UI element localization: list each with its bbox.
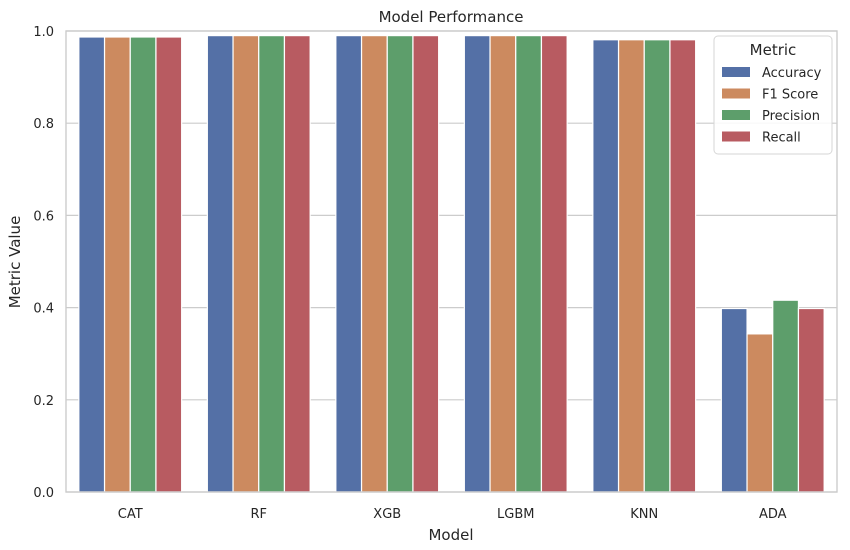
bar-accuracy-knn bbox=[592, 39, 620, 493]
bar-f1-score-lgbm bbox=[489, 35, 517, 493]
legend-swatch-precision bbox=[722, 110, 750, 120]
y-tick-label: 0.8 bbox=[33, 117, 54, 132]
bar-precision-lgbm bbox=[515, 35, 543, 493]
bar-recall-rf bbox=[283, 35, 311, 493]
bar-accuracy-xgb bbox=[335, 35, 363, 493]
plot-frame bbox=[65, 30, 838, 493]
legend-label: Accuracy bbox=[762, 66, 822, 81]
y-tick-label: 1.0 bbox=[33, 25, 54, 40]
legend-title: Metric bbox=[750, 41, 797, 59]
legend-label: Recall bbox=[762, 131, 801, 146]
y-axis-ticks: 0.0 0.2 0.4 0.6 0.8 1.0 bbox=[33, 25, 54, 501]
bars bbox=[78, 35, 825, 493]
y-tick-label: 0.4 bbox=[33, 302, 54, 317]
bar-precision-cat bbox=[129, 36, 157, 493]
bar-accuracy-ada bbox=[720, 307, 748, 493]
bar-f1-score-rf bbox=[232, 35, 260, 493]
legend-swatch-f1-score bbox=[722, 88, 750, 99]
y-tick-label: 0.6 bbox=[33, 209, 54, 224]
bar-precision-xgb bbox=[386, 35, 414, 493]
bar-recall-ada bbox=[797, 307, 825, 493]
bar-recall-knn bbox=[669, 39, 697, 493]
bar-accuracy-cat bbox=[78, 36, 106, 493]
y-axis-title: Metric Value bbox=[6, 216, 24, 309]
x-tick-label: ADA bbox=[759, 507, 787, 522]
x-tick-label: KNN bbox=[630, 507, 658, 522]
bar-f1-score-ada bbox=[746, 333, 774, 493]
legend-swatch-accuracy bbox=[722, 67, 750, 77]
legend-label: Precision bbox=[762, 109, 820, 124]
legend-swatch-recall bbox=[722, 131, 750, 142]
y-tick-label: 0.2 bbox=[33, 394, 54, 409]
bar-precision-rf bbox=[258, 35, 286, 493]
x-axis-title: Model bbox=[428, 526, 473, 544]
bar-precision-ada bbox=[772, 299, 800, 493]
bar-recall-lgbm bbox=[540, 35, 568, 493]
x-tick-label: RF bbox=[250, 507, 267, 522]
bar-f1-score-cat bbox=[103, 36, 131, 493]
legend-box bbox=[713, 35, 833, 155]
bar-precision-knn bbox=[643, 39, 671, 493]
x-tick-label: XGB bbox=[373, 507, 401, 522]
y-tick-label: 0.0 bbox=[33, 486, 54, 501]
legend-label: F1 Score bbox=[762, 88, 818, 103]
bar-accuracy-rf bbox=[206, 35, 234, 493]
legend: Metric Accuracy F1 Score Precision Recall bbox=[713, 35, 833, 155]
plot-border bbox=[65, 30, 838, 493]
bar-recall-xgb bbox=[412, 35, 440, 493]
chart-title: Model Performance bbox=[379, 8, 524, 26]
bar-f1-score-xgb bbox=[360, 35, 388, 493]
bar-recall-cat bbox=[155, 36, 183, 493]
bar-f1-score-knn bbox=[617, 39, 645, 493]
bar-accuracy-lgbm bbox=[463, 35, 491, 493]
x-tick-label: LGBM bbox=[497, 507, 534, 522]
x-tick-label: CAT bbox=[118, 507, 143, 522]
x-axis-ticks: CAT RF XGB LGBM KNN ADA bbox=[118, 507, 787, 522]
